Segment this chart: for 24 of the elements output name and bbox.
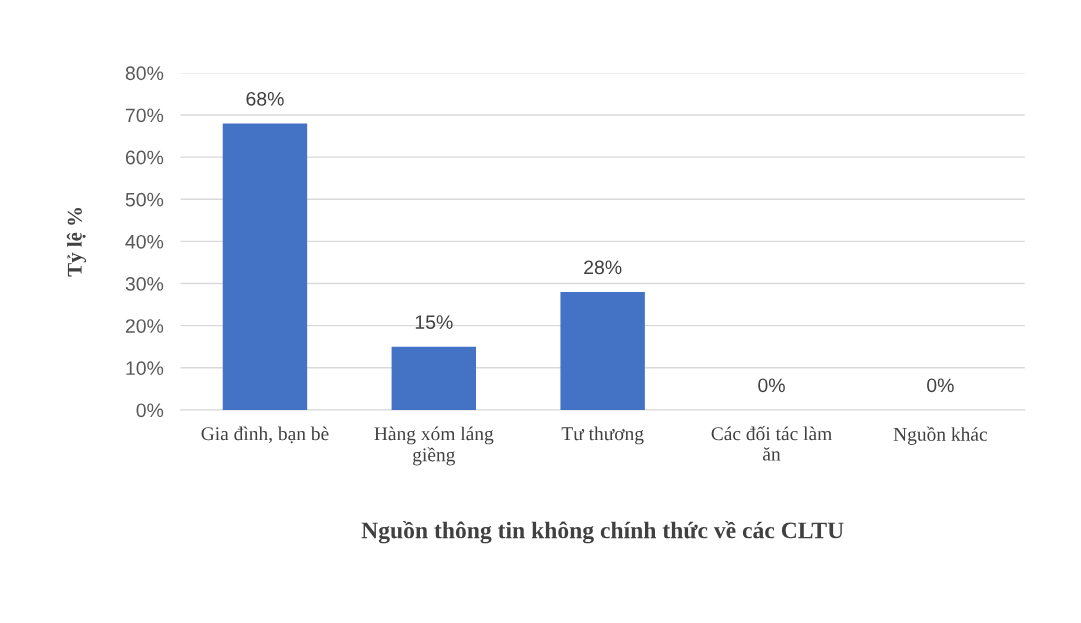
y-tick-label: 20%	[125, 319, 164, 333]
bar	[560, 291, 645, 410]
y-tick-label: 50%	[125, 192, 164, 207]
x-tick-label: Tư thương	[561, 426, 644, 445]
data-label: 68%	[246, 91, 284, 106]
y-tick-label: 60%	[125, 150, 164, 165]
y-tick-label: 80%	[125, 66, 164, 81]
y-tick-label: 40%	[125, 234, 164, 249]
data-label: 0%	[758, 378, 785, 393]
x-tick-label: Hàng xóm láng giềng	[374, 426, 494, 466]
x-tick-label: Nguồn khác	[893, 426, 988, 445]
data-label: 0%	[927, 378, 954, 393]
x-axis-title: Nguồn thông tin không chính thức về các CLTU	[361, 520, 844, 544]
bar	[222, 123, 308, 410]
x-tick-label: Các đối tác làm ăn	[711, 426, 832, 461]
y-tick-label: 30%	[125, 277, 164, 291]
y-axis-title: Tỷ lệ %	[66, 208, 87, 277]
y-tick-label: 0%	[136, 403, 164, 418]
data-label: 15%	[415, 315, 453, 330]
data-label: 28%	[584, 260, 622, 275]
bar	[391, 346, 477, 410]
y-tick-label: 10%	[126, 361, 164, 376]
y-tick-label: 70%	[125, 108, 164, 123]
x-tick-label: Gia đình, bạn bè	[201, 426, 329, 444]
